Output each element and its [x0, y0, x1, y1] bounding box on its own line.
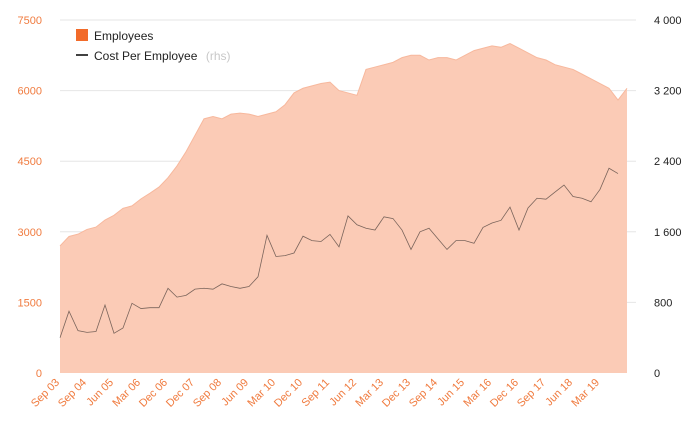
y-left-tick-label: 4500 — [18, 156, 42, 168]
x-tick-label: Dec 06 — [137, 377, 170, 410]
x-tick-label: Mar 19 — [569, 377, 602, 410]
series-layer — [59, 42, 628, 373]
x-tick-label: Jun 12 — [327, 377, 359, 409]
y-right-tick-label: 3 200 — [654, 86, 682, 98]
y-right-tick-label: 2 400 — [654, 156, 682, 168]
employees-area-edge — [59, 42, 628, 247]
y-left-tick-label: 6000 — [18, 86, 42, 98]
x-tick-label: Dec 16 — [488, 377, 521, 410]
y-left-tick-label: 1500 — [18, 297, 42, 309]
legend-entry-cost-per-employee: Cost Per Employee (rhs) — [94, 47, 231, 64]
y-right-tick-label: 0 — [654, 368, 660, 380]
y-right-tick-label: 800 — [654, 297, 672, 309]
employees-area — [60, 43, 627, 373]
legend-label-cost-per-employee: Cost Per Employee — [94, 49, 198, 63]
x-tick-label: Dec 07 — [164, 377, 197, 410]
y-right-tick-label: 1 600 — [654, 227, 682, 239]
x-tick-label: Mar 06 — [110, 377, 143, 410]
x-tick-label: Sep 03 — [29, 377, 62, 410]
y-left-tick-label: 7500 — [18, 15, 42, 27]
cost-per-employee-line — [59, 167, 619, 338]
x-tick-label: Jun 09 — [219, 377, 251, 409]
x-tick-label: Sep 11 — [300, 377, 333, 410]
y-axis-right: 0 800 1 600 2 400 3 200 4 000 — [654, 15, 682, 380]
x-tick-label: Sep 17 — [515, 377, 548, 410]
legend: Employees Cost Per Employee (rhs) — [76, 29, 231, 64]
x-tick-label: Mar 13 — [353, 377, 386, 410]
y-axis-left: 0 1500 3000 4500 6000 7500 — [18, 15, 42, 380]
legend-swatch-employees — [76, 29, 88, 41]
x-tick-label: Sep 04 — [56, 377, 89, 410]
legend-label-employees: Employees — [94, 29, 153, 43]
x-tick-label: Jun 05 — [84, 377, 116, 409]
x-tick-label: Jun 15 — [435, 377, 467, 409]
y-left-tick-label: 0 — [36, 368, 42, 380]
x-tick-label: Sep 14 — [407, 377, 440, 410]
x-tick-label: Dec 10 — [272, 377, 305, 410]
x-tick-label: Mar 16 — [461, 377, 494, 410]
x-tick-label: Jun 18 — [543, 377, 575, 409]
y-right-tick-label: 4 000 — [654, 15, 682, 27]
x-tick-label: Mar 10 — [245, 377, 278, 410]
x-tick-label: Sep 08 — [191, 377, 224, 410]
x-tick-label: Dec 13 — [380, 377, 413, 410]
y-left-tick-label: 3000 — [18, 227, 42, 239]
legend-sublabel-rhs: (rhs) — [206, 49, 231, 63]
